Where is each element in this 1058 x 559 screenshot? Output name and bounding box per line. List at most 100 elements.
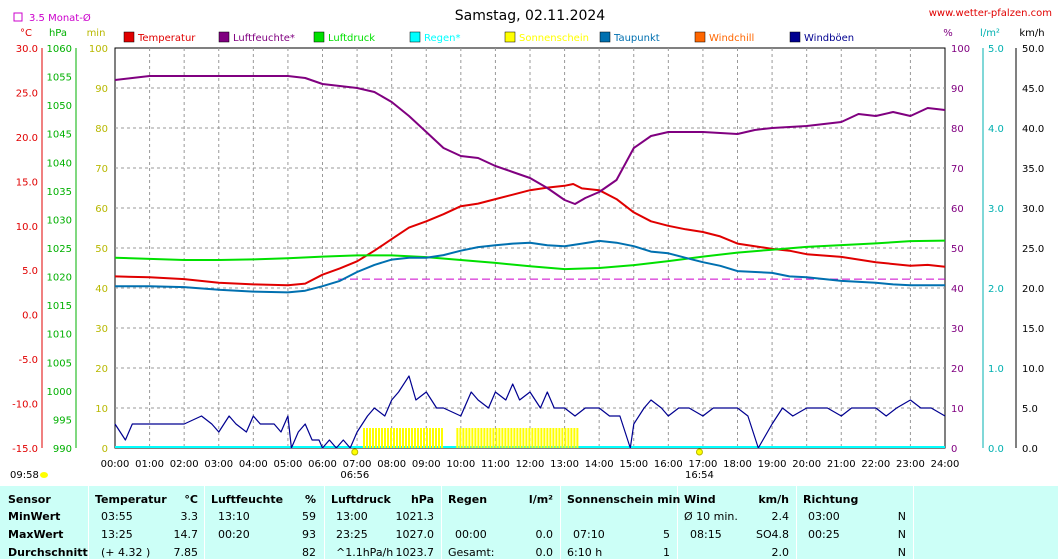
legend-swatch-7 <box>789 31 801 43</box>
stats-sun-value: 1 <box>663 546 670 559</box>
temp-axis-tick-1: 25.0 <box>16 88 38 99</box>
stats-rain-value: 0.0 <box>535 528 554 541</box>
rain-axis-tick-0: 5.0 <box>988 44 1004 55</box>
stats-header-wind-unit: km/h <box>758 493 789 506</box>
minutes-axis-tick-5: 50 <box>95 244 108 255</box>
legend-label-5: Taupunkt <box>613 33 660 44</box>
x-tick-2: 02:00 <box>170 459 199 470</box>
pressure-axis-tick-6: 1030 <box>47 215 72 226</box>
stats-pressure-value: 1021.3 <box>395 510 435 523</box>
stats-row-label: Durchschnitt <box>8 546 88 559</box>
chart-legend: Temperatur Luftfeuchte* Luftdruck Regen* Son… <box>123 31 854 44</box>
x-tick-11: 11:00 <box>481 459 510 470</box>
stats-temp-value: 3.3 <box>180 510 199 523</box>
pressure-axis-tick-5: 1035 <box>47 187 72 198</box>
pressure-axis-tick-1: 1055 <box>47 73 72 84</box>
minutes-axis-tick-0: 100 <box>89 44 108 55</box>
moon-time: 09:58 <box>10 470 39 481</box>
stats-humidity-value: 59 <box>302 510 316 523</box>
stats-wind-time: 08:15 <box>690 528 722 541</box>
stats-humidity-value: 93 <box>302 528 316 541</box>
sunrise-icon <box>351 448 359 456</box>
temp-axis-tick-6: 0.0 <box>22 311 38 322</box>
legend-label-7: Windböen <box>804 33 854 44</box>
stats-pressure-time: 13:00 <box>336 510 368 523</box>
legend-swatch-2 <box>313 31 325 43</box>
x-tick-24: 24:00 <box>931 459 960 470</box>
unit-rain: l/m² <box>980 28 1000 39</box>
wind-axis-tick-0: 50.0 <box>1022 44 1044 55</box>
pressure-axis-tick-14: 990 <box>53 444 72 455</box>
humidity-axis-tick-6: 40 <box>951 284 964 295</box>
wind-axis-tick-7: 15.0 <box>1022 324 1044 335</box>
stats-sun-value: 5 <box>663 528 670 541</box>
pressure-axis-tick-11: 1005 <box>47 358 72 369</box>
unit-humidity: % <box>943 28 953 39</box>
legend-swatch-5 <box>599 31 611 43</box>
legend-label-2: Luftdruck <box>328 33 375 44</box>
legend-swatch-4 <box>504 31 516 43</box>
legend-label-6: Windchill <box>709 33 754 44</box>
stats-separator <box>324 486 325 559</box>
humidity-axis-tick-7: 30 <box>951 324 964 335</box>
wind-axis-tick-1: 45.0 <box>1022 84 1044 95</box>
sunshine-bars <box>363 428 579 448</box>
rain-axis-tick-1: 4.0 <box>988 124 1004 135</box>
minutes-axis-tick-1: 90 <box>95 84 108 95</box>
stats-separator <box>796 486 797 559</box>
pressure-axis-tick-12: 1000 <box>47 387 72 398</box>
stats-header-temp-unit: °C <box>184 493 198 506</box>
legend-swatch-0 <box>123 31 135 43</box>
stats-separator <box>441 486 442 559</box>
legend-swatch-3 <box>409 31 421 43</box>
sun-markers: 06:56 16:54 09:58 <box>10 448 714 481</box>
weather-chart: Samstag, 02.11.2024 www.wetter-pfalzen.c… <box>10 8 1052 481</box>
stats-table: Sensor Temperatur °C Luftfeuchte% Luftdruck h… <box>0 486 1058 559</box>
minutes-axis-tick-10: 0 <box>102 444 108 455</box>
stats-pressure-time: 23:25 <box>336 528 368 541</box>
wind-axis-tick-6: 20.0 <box>1022 284 1044 295</box>
minutes-axis-tick-3: 70 <box>95 164 108 175</box>
minutes-axis-tick-9: 10 <box>95 404 108 415</box>
stats-header-sensor: Sensor <box>8 493 51 506</box>
humidity-axis-tick-9: 10 <box>951 404 964 415</box>
unit-minutes: min <box>87 28 106 39</box>
stats-temp-time: 03:55 <box>101 510 133 523</box>
x-tick-9: 09:00 <box>412 459 441 470</box>
stats-wind-time: Ø 10 min. <box>684 510 738 523</box>
temp-axis-tick-3: 15.0 <box>16 177 38 188</box>
stats-sun-time: 07:10 <box>573 528 605 541</box>
x-tick-14: 14:00 <box>585 459 614 470</box>
stats-rain-value: 0.0 <box>535 546 554 559</box>
pressure-axis-tick-10: 1010 <box>47 330 72 341</box>
humidity-axis-tick-2: 80 <box>951 124 964 135</box>
humidity-axis-tick-1: 90 <box>951 84 964 95</box>
x-tick-23: 23:00 <box>896 459 925 470</box>
x-tick-6: 06:00 <box>308 459 337 470</box>
site-url: www.wetter-pfalzen.com <box>929 8 1052 19</box>
minutes-axis-tick-7: 30 <box>95 324 108 335</box>
stats-rain-time: Gesamt: <box>448 546 495 559</box>
sunrise-time: 06:56 <box>340 470 369 481</box>
stats-direction-time: 03:00 <box>808 510 840 523</box>
stats-direction-time: 00:25 <box>808 528 840 541</box>
stats-row-label: MaxWert <box>8 528 64 541</box>
pressure-axis-tick-9: 1015 <box>47 301 72 312</box>
wind-axis-tick-10: 0.0 <box>1022 444 1038 455</box>
unit-pressure: hPa <box>49 28 67 39</box>
wind-axis-tick-4: 30.0 <box>1022 204 1044 215</box>
series-line-4 <box>114 375 946 449</box>
stats-humidity-time: 00:20 <box>218 528 250 541</box>
stats-wind-value: 2.0 <box>771 546 790 559</box>
humidity-axis-tick-4: 60 <box>951 204 964 215</box>
legend-label-0: Temperatur <box>137 33 196 44</box>
stats-separator <box>913 486 914 559</box>
x-tick-17: 17:00 <box>689 459 718 470</box>
legend-swatch-1 <box>218 31 230 43</box>
x-tick-20: 20:00 <box>792 459 821 470</box>
stats-header-pressure-unit: hPa <box>410 493 434 506</box>
stats-header-sun: Sonnenschein min <box>567 493 681 506</box>
series-line-2 <box>114 239 946 271</box>
stats-sun-time: 6:10 h <box>567 546 603 559</box>
x-tick-8: 08:00 <box>377 459 406 470</box>
